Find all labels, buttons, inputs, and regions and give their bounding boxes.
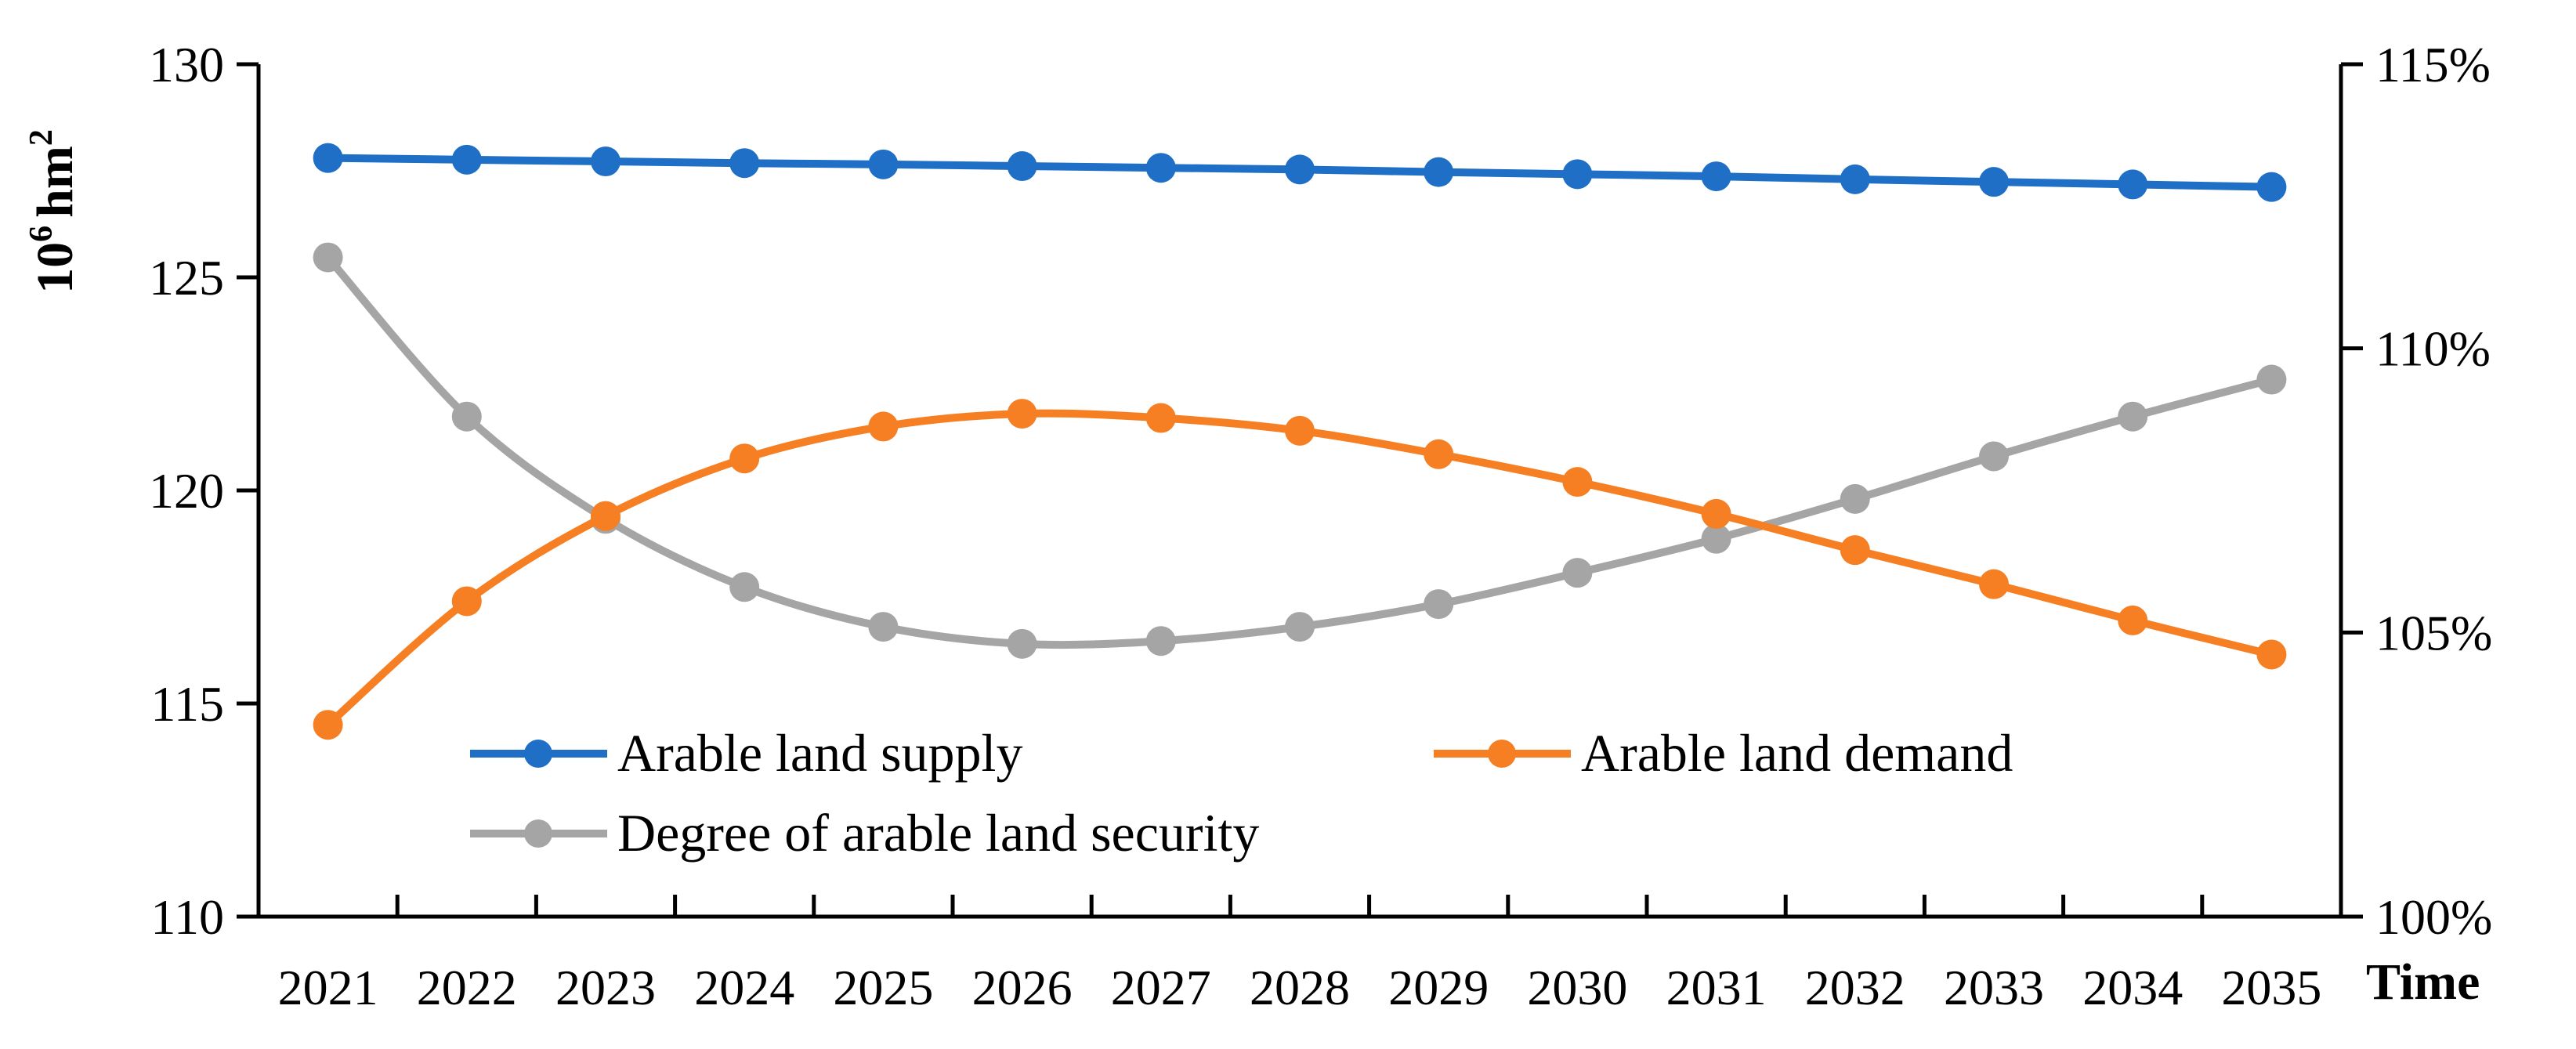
left-y-tick-label: 125 xyxy=(149,250,224,306)
x-tick-label: 2024 xyxy=(694,960,794,1015)
series-demand-point xyxy=(1007,399,1037,429)
series-demand-point xyxy=(1701,498,1731,529)
x-tick-label: 2033 xyxy=(1944,960,2044,1015)
series-supply-point xyxy=(1424,157,1454,187)
series-demand-point xyxy=(1562,467,1593,497)
series-demand-point xyxy=(313,710,343,740)
series-demand xyxy=(313,399,2287,740)
series-supply-point xyxy=(591,146,620,177)
x-tick-label: 2026 xyxy=(972,960,1073,1015)
series-supply-point xyxy=(1840,164,1870,194)
series-supply-point xyxy=(729,148,760,179)
left-y-tick-label: 115 xyxy=(150,676,224,732)
series-demand-point xyxy=(2118,605,2148,635)
x-tick-label: 2023 xyxy=(555,960,656,1015)
series-security-point xyxy=(1701,523,1731,554)
series-demand-point xyxy=(2256,639,2287,670)
series-demand-point xyxy=(1979,569,2009,599)
right-y-tick-label: 110% xyxy=(2375,321,2491,377)
series-supply-point xyxy=(1285,154,1315,185)
series-security-point xyxy=(1007,628,1037,659)
series-security-point xyxy=(313,242,343,273)
left-y-tick-label: 110 xyxy=(150,889,224,945)
x-tick-label: 2021 xyxy=(278,960,378,1015)
series-demand-point xyxy=(1840,535,1870,566)
series-supply-point xyxy=(1007,151,1037,182)
series-supply-point xyxy=(451,144,482,175)
series-supply-point xyxy=(2118,169,2148,200)
ticks-group: 110 115 120 125 130 100% 105% 110% 115% 2021 2022 2… xyxy=(149,37,2492,1015)
series-security-point xyxy=(1840,483,1870,514)
series-security-point xyxy=(1145,626,1176,657)
legend: Arable land supply Arable land demand De… xyxy=(470,723,2013,863)
series-security-point xyxy=(1424,589,1454,620)
series-demand-point xyxy=(591,501,620,531)
series-security-point xyxy=(1979,441,2009,472)
left-y-tick-label: 130 xyxy=(149,37,224,92)
axes-group xyxy=(256,64,2343,919)
series-demand-point xyxy=(1145,403,1176,433)
x-tick-label: 2032 xyxy=(1805,960,1905,1015)
left-y-axis-title: 106 hm2 xyxy=(24,129,84,294)
series-security-point xyxy=(868,612,899,642)
series-security-point xyxy=(729,572,760,602)
legend-entry-security: Degree of arable land security xyxy=(470,803,1259,863)
series-supply xyxy=(313,143,2287,202)
legend-marker-supply xyxy=(524,740,552,768)
legend-label-supply: Arable land supply xyxy=(617,723,1022,783)
right-y-tick-label: 105% xyxy=(2375,605,2492,660)
series-demand-point xyxy=(868,411,899,442)
ylabel-exponent: 6 xyxy=(24,226,60,242)
x-tick-label: 2027 xyxy=(1111,960,1211,1015)
x-tick-label: 2031 xyxy=(1666,960,1767,1015)
series-security-point xyxy=(1562,558,1593,588)
series-supply-point xyxy=(1145,153,1176,183)
x-tick-label: 2029 xyxy=(1388,960,1489,1015)
x-tick-label: 2022 xyxy=(417,960,517,1015)
series-group xyxy=(313,143,2287,740)
x-tick-label: 2035 xyxy=(2221,960,2321,1015)
legend-entry-demand: Arable land demand xyxy=(1434,723,2013,783)
legend-entry-supply: Arable land supply xyxy=(470,723,1022,783)
right-y-tick-label: 115% xyxy=(2375,37,2491,92)
x-tick-label: 2028 xyxy=(1250,960,1350,1015)
series-demand-point xyxy=(1424,439,1454,469)
series-supply-point xyxy=(868,149,899,179)
series-supply-point xyxy=(313,143,343,173)
legend-label-security: Degree of arable land security xyxy=(617,803,1259,863)
x-tick-label: 2034 xyxy=(2082,960,2183,1015)
right-y-tick-label: 100% xyxy=(2375,889,2492,945)
series-supply-point xyxy=(1979,167,2009,197)
left-y-tick-label: 120 xyxy=(149,463,224,519)
x-tick-label: 2025 xyxy=(833,960,933,1015)
series-supply-point xyxy=(2256,172,2287,202)
series-security-point xyxy=(1285,612,1315,642)
series-supply-point xyxy=(1701,161,1731,192)
legend-marker-demand xyxy=(1488,740,1516,768)
x-axis-title: Time xyxy=(2366,953,2480,1011)
series-supply-point xyxy=(1562,159,1593,190)
legend-marker-security xyxy=(524,819,552,848)
ylabel-unit: hm xyxy=(27,146,84,218)
series-security-point xyxy=(451,401,482,432)
x-tick-label: 2030 xyxy=(1527,960,1627,1015)
series-security-point xyxy=(2256,364,2287,395)
series-demand-point xyxy=(1285,415,1315,446)
series-demand-point xyxy=(451,586,482,617)
ylabel-unit-exponent: 2 xyxy=(24,129,60,146)
series-security-point xyxy=(2118,401,2148,432)
series-demand-point xyxy=(729,443,760,474)
ylabel-base: 10 xyxy=(27,242,84,294)
legend-label-demand: Arable land demand xyxy=(1581,723,2013,783)
